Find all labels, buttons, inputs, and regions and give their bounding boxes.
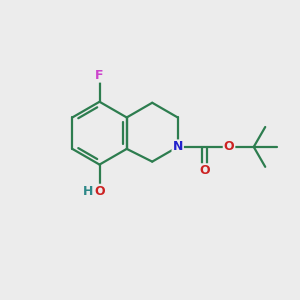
Text: H: H — [82, 185, 93, 198]
Text: O: O — [199, 164, 210, 177]
Text: O: O — [94, 185, 105, 198]
Text: O: O — [224, 140, 234, 153]
Text: F: F — [95, 69, 104, 82]
Text: N: N — [172, 140, 183, 153]
